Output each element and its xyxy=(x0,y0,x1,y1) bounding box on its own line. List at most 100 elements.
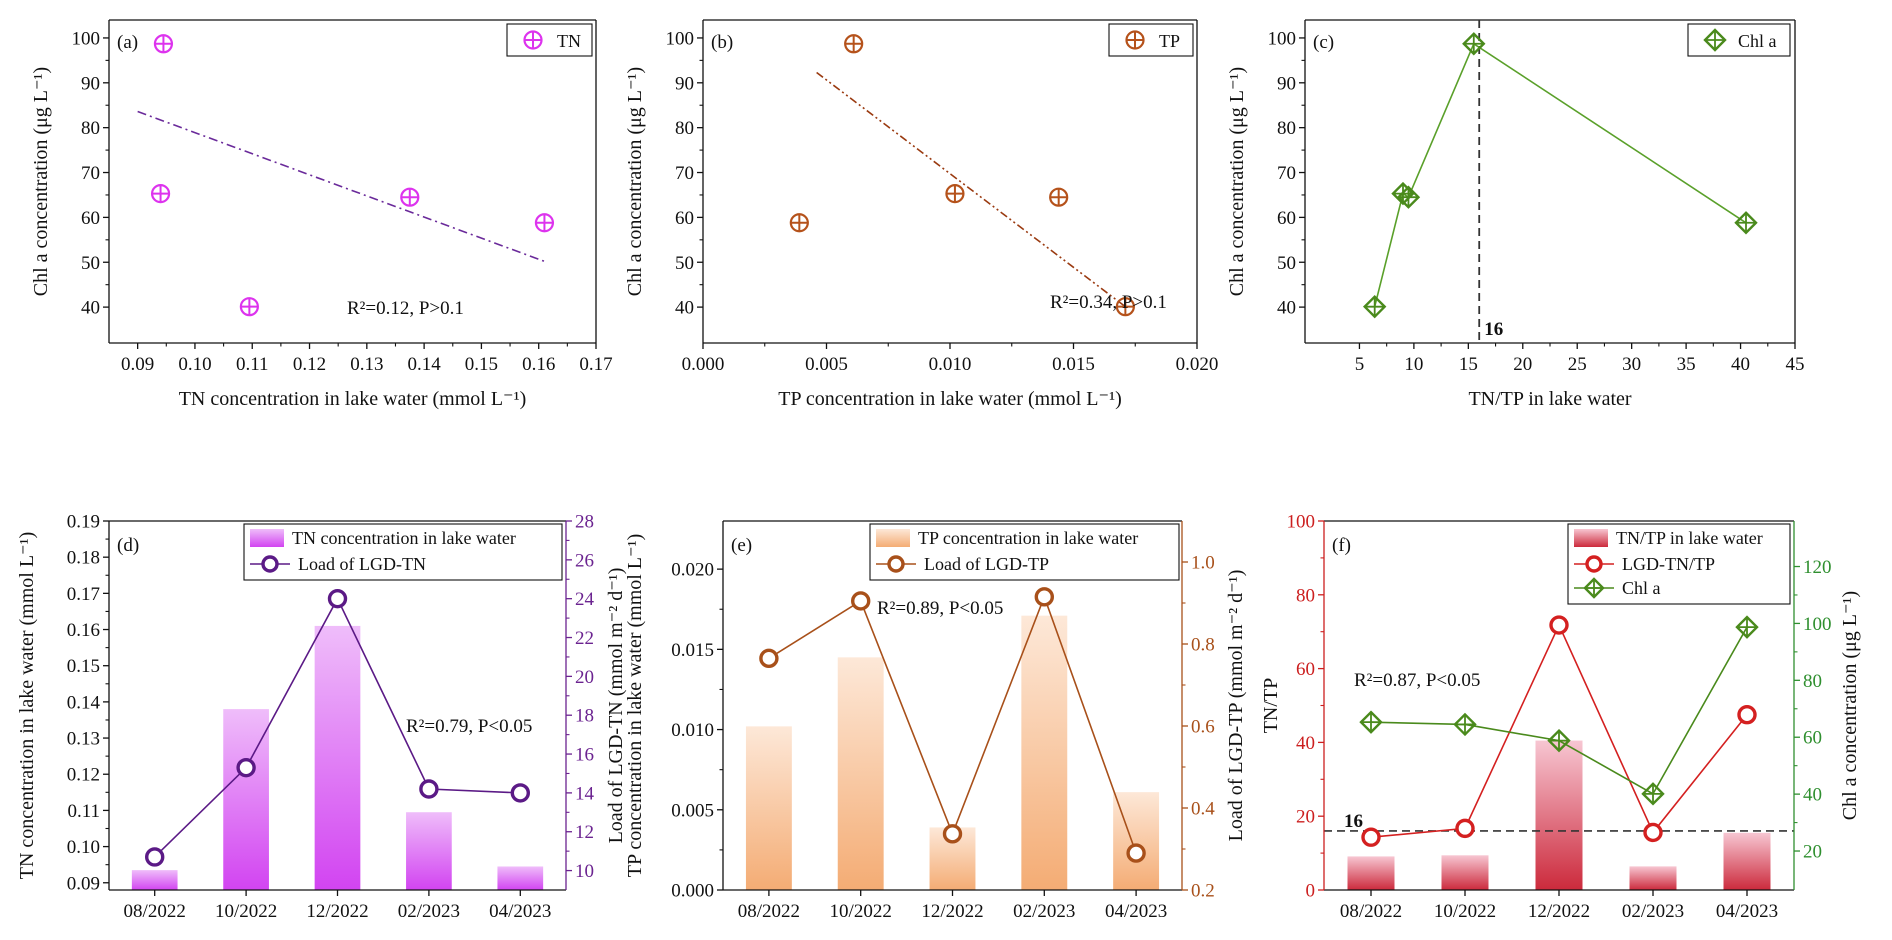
y-tick-label: 60 xyxy=(1277,208,1296,229)
x-tick-label: 04/2023 xyxy=(1716,901,1778,922)
bar xyxy=(1347,856,1395,890)
x-tick-label: 15 xyxy=(1459,354,1478,375)
legend: TP concentration in lake water Load of LG… xyxy=(869,523,1180,581)
y-tick-label: 100 xyxy=(1268,28,1297,49)
y-tick-label: 0.015 xyxy=(671,640,714,661)
x-tick-label: 25 xyxy=(1568,354,1587,375)
x-tick-label: 45 xyxy=(1786,354,1805,375)
data-point xyxy=(236,757,256,778)
legend-bar-swatch xyxy=(876,529,910,547)
x-tick-label: 0.09 xyxy=(121,354,154,375)
y-tick-label: 0.000 xyxy=(671,881,714,902)
legend-label: TP xyxy=(1159,31,1180,51)
y-tick-label: 90 xyxy=(675,73,694,94)
data-point xyxy=(510,783,530,803)
x-tick-label: 40 xyxy=(1731,354,1750,375)
legend-bar-swatch xyxy=(1574,529,1608,547)
y-tick-label: 100 xyxy=(72,28,101,49)
bar xyxy=(406,812,452,890)
annotation: R²=0.12, P>0.1 xyxy=(347,298,464,319)
y2-tick-label: 24 xyxy=(575,589,595,610)
y2-axis-label: Load of LGD-TP (mmol m⁻² d⁻¹) xyxy=(1225,570,1247,842)
y2-tick-label: 12 xyxy=(575,822,594,843)
bar xyxy=(1021,615,1068,890)
panel-e: 0.000 0.005 0.010 0.015 0.020 0.2 0.4 0.6 0.8 1.0… xyxy=(624,520,1247,922)
legend-box xyxy=(1108,23,1194,57)
legend-label: TN xyxy=(557,31,581,51)
panel-f: 16 0 20 40 60 80 100 20 40 60 80 100 120 08/2022 10/20… xyxy=(1260,512,1861,923)
x-tick-label: 02/2023 xyxy=(1013,901,1075,922)
x-tick-label: 10 xyxy=(1404,354,1423,375)
y-tick-label: 70 xyxy=(675,163,694,184)
y-tick-label: 40 xyxy=(1277,298,1296,319)
legend-label: TN/TP in lake water xyxy=(1616,528,1763,548)
x-tick-label: 35 xyxy=(1677,354,1696,375)
bar xyxy=(837,657,884,890)
y-tick-label: 80 xyxy=(675,118,694,139)
y-tick-label: 0.09 xyxy=(67,873,100,894)
y-tick-label: 50 xyxy=(81,253,100,274)
y2-tick-label: 14 xyxy=(575,783,595,804)
x-tick-label: 0.17 xyxy=(579,354,612,375)
x-tick-label: 12/2022 xyxy=(921,901,983,922)
y-tick-label: 0.16 xyxy=(67,620,100,641)
y-tick-label: 0.12 xyxy=(67,765,100,786)
x-tick-label: 10/2022 xyxy=(830,901,892,922)
legend: TP xyxy=(1108,23,1194,57)
data-point xyxy=(144,847,165,867)
y2-tick-label: 26 xyxy=(575,550,594,571)
y-tick-label: 0.19 xyxy=(67,512,100,533)
y2-tick-label: 1.0 xyxy=(1191,553,1215,574)
legend-label: TP concentration in lake water xyxy=(918,528,1138,548)
x-tick-label: 12/2022 xyxy=(1528,901,1590,922)
x-tick-label: 0.005 xyxy=(805,354,848,375)
y-tick-label: 0.13 xyxy=(67,729,100,750)
y2-tick-label: 40 xyxy=(1803,785,1822,806)
x-tick-label: 08/2022 xyxy=(124,901,186,922)
x-tick-label: 0.10 xyxy=(178,354,211,375)
legend: TN xyxy=(506,23,593,57)
panel-label: (c) xyxy=(1313,32,1334,53)
legend: TN/TP in lake water LGD-TN/TP Chl a xyxy=(1567,523,1791,605)
panel-label: (b) xyxy=(711,32,733,53)
y-tick-label: 60 xyxy=(1296,659,1315,680)
data-point xyxy=(942,824,963,844)
bar xyxy=(314,625,361,890)
annotation: R²=0.87, P<0.05 xyxy=(1354,670,1480,691)
panel-label: (a) xyxy=(117,32,138,53)
data-point xyxy=(887,555,905,573)
y-tick-label: 40 xyxy=(675,298,694,319)
x-tick-label: 02/2023 xyxy=(398,901,460,922)
y-tick-label: 40 xyxy=(1296,733,1315,754)
x-tick-label: 0.11 xyxy=(236,354,269,375)
bar xyxy=(1441,855,1489,890)
x-tick-label: 10/2022 xyxy=(1434,901,1496,922)
legend-label: LGD-TN/TP xyxy=(1622,554,1715,574)
bar xyxy=(131,870,178,890)
legend: Chl a xyxy=(1687,23,1791,57)
data-point xyxy=(1455,818,1475,839)
x-tick-label: 30 xyxy=(1622,354,1641,375)
y2-tick-label: 80 xyxy=(1803,671,1822,692)
y2-tick-label: 100 xyxy=(1803,614,1832,635)
panel-label: (d) xyxy=(117,535,139,556)
y-tick-label: 90 xyxy=(1277,73,1296,94)
bar xyxy=(1535,740,1583,890)
y2-tick-label: 28 xyxy=(575,512,594,533)
legend-box xyxy=(506,23,593,57)
y2-tick-label: 0.6 xyxy=(1191,717,1215,738)
y-tick-label: 0.14 xyxy=(67,692,101,713)
trend-line xyxy=(137,110,545,263)
annotation: R²=0.34, P>0.1 xyxy=(1050,292,1167,313)
y-tick-label: 60 xyxy=(675,208,694,229)
data-point xyxy=(759,648,779,669)
legend-label: Chl a xyxy=(1622,578,1661,598)
x-tick-label: 04/2023 xyxy=(489,901,551,922)
data-point xyxy=(1126,843,1146,863)
y-tick-label: 0.18 xyxy=(67,548,100,569)
legend-label: TN concentration in lake water xyxy=(292,528,516,548)
y2-axis-label: Load of LGD-TN (mmol m⁻² d⁻¹) xyxy=(605,568,627,844)
x-tick-label: 12/2022 xyxy=(306,901,368,922)
y-axis-label: TN/TP xyxy=(1260,678,1282,734)
